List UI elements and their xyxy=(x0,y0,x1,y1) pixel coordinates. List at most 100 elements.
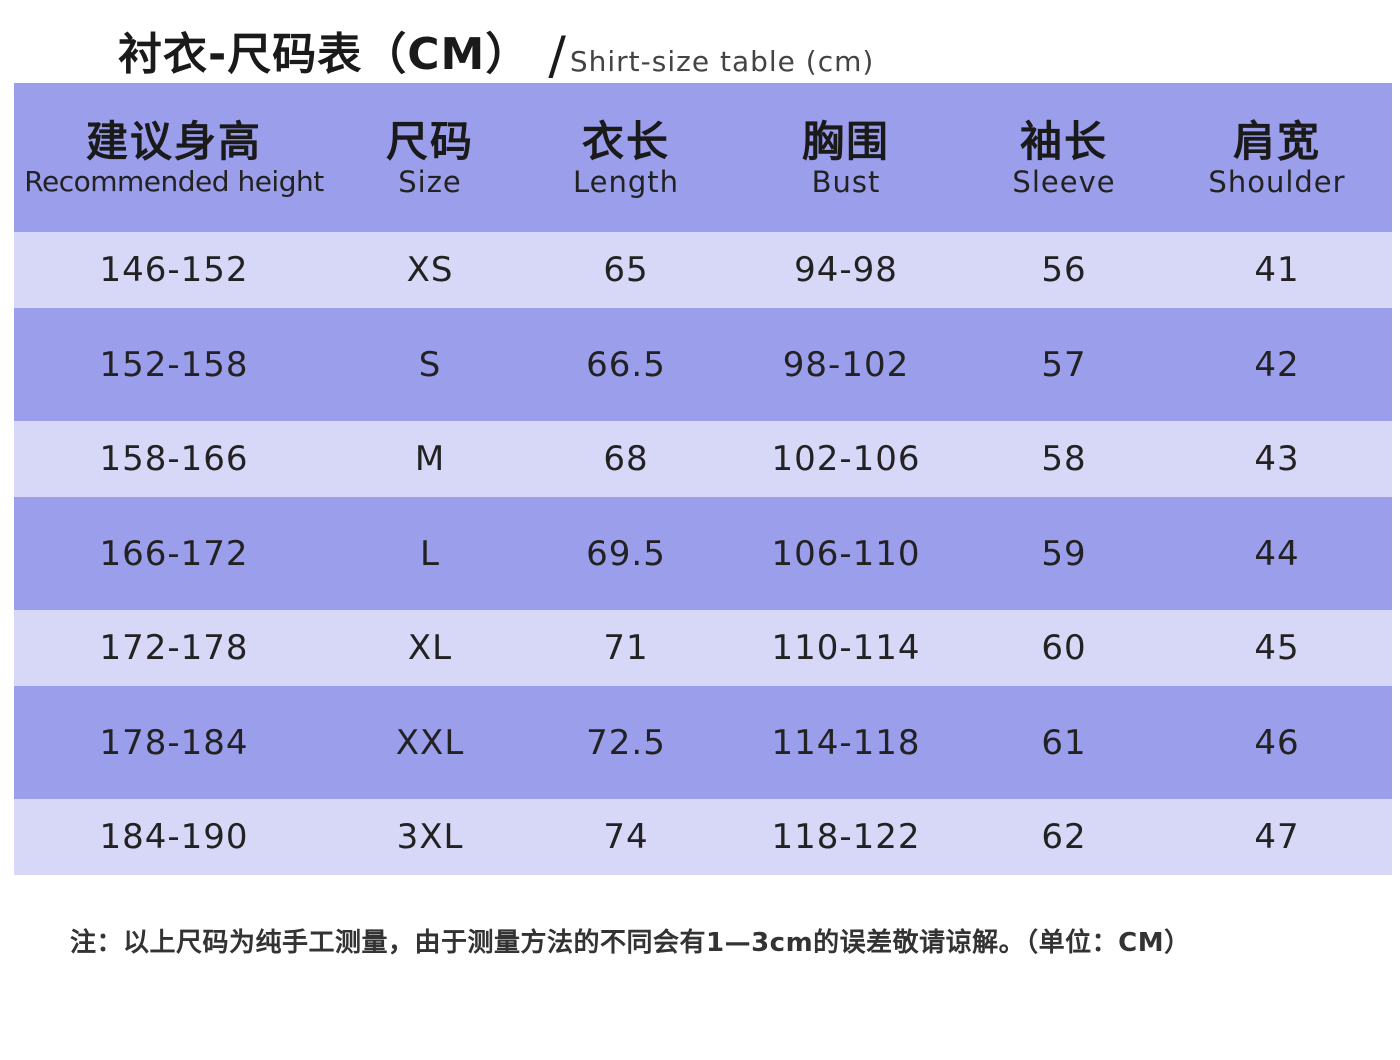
header-bust: 胸围 Bust xyxy=(726,83,966,232)
cell-size: 3XL xyxy=(334,799,526,875)
cell-value: 43 xyxy=(1254,439,1300,479)
cell-value: 158-166 xyxy=(99,439,249,479)
size-table: 建议身高 Recommended height 尺码 Size 衣长 Lengt… xyxy=(14,83,1392,875)
table-row: 158-166 M 68 102-106 58 43 xyxy=(14,421,1392,497)
cell-shoulder: 41 xyxy=(1162,232,1392,308)
header-shoulder: 肩宽 Shoulder xyxy=(1162,83,1392,232)
cell-value: 65 xyxy=(603,250,649,290)
cell-height: 172-178 xyxy=(14,610,334,686)
cell-value: 152-158 xyxy=(99,344,249,385)
cell-length: 68 xyxy=(526,421,726,497)
cell-length: 65 xyxy=(526,232,726,308)
cell-sleeve: 58 xyxy=(966,421,1162,497)
header-label-cn: 肩宽 xyxy=(1232,116,1321,166)
cell-shoulder: 43 xyxy=(1162,421,1392,497)
cell-value: 41 xyxy=(1254,250,1300,290)
header-label-en: Bust xyxy=(811,164,881,199)
title-chinese: 衬衣-尺码表（CM） xyxy=(118,29,531,80)
cell-value: M xyxy=(414,439,446,479)
cell-value: 172-178 xyxy=(99,628,249,668)
cell-value: 68 xyxy=(603,439,649,479)
cell-value: 72.5 xyxy=(586,722,666,763)
table-row: 172-178 XL 71 110-114 60 45 xyxy=(14,610,1392,686)
cell-size: L xyxy=(334,497,526,610)
cell-value: 56 xyxy=(1041,250,1087,290)
cell-size: S xyxy=(334,308,526,421)
cell-bust: 94-98 xyxy=(726,232,966,308)
cell-length: 69.5 xyxy=(526,497,726,610)
cell-height: 178-184 xyxy=(14,686,334,799)
cell-value: 106-110 xyxy=(771,533,921,574)
cell-value: 146-152 xyxy=(99,250,249,290)
header-label-cn: 胸围 xyxy=(801,116,890,166)
cell-length: 74 xyxy=(526,799,726,875)
cell-value: 98-102 xyxy=(782,344,910,385)
header-label-cn: 建议身高 xyxy=(85,116,262,166)
header-height: 建议身高 Recommended height xyxy=(14,83,334,232)
cell-value: 45 xyxy=(1254,628,1300,668)
cell-value: 114-118 xyxy=(771,722,921,763)
header-label-en: Sleeve xyxy=(1012,164,1116,199)
cell-length: 66.5 xyxy=(526,308,726,421)
cell-height: 184-190 xyxy=(14,799,334,875)
measurement-footnote: 注：以上尺码为纯手工测量，由于测量方法的不同会有1—3cm的误差敬请谅解。（单位… xyxy=(70,928,1191,958)
cell-value: XL xyxy=(407,628,453,668)
header-label-cn: 尺码 xyxy=(385,116,474,166)
table-row: 166-172 L 69.5 106-110 59 44 xyxy=(14,497,1392,610)
cell-bust: 106-110 xyxy=(726,497,966,610)
page-title: 衬衣-尺码表（CM） / Shirt-size table (cm) xyxy=(118,18,874,84)
cell-value: 62 xyxy=(1041,817,1087,857)
cell-value: 69.5 xyxy=(586,533,666,574)
cell-value: 61 xyxy=(1041,722,1087,763)
cell-shoulder: 42 xyxy=(1162,308,1392,421)
cell-sleeve: 59 xyxy=(966,497,1162,610)
cell-value: 71 xyxy=(603,628,649,668)
cell-value: 44 xyxy=(1254,533,1300,574)
cell-value: 66.5 xyxy=(586,344,666,385)
header-label-en: Shoulder xyxy=(1208,164,1346,199)
header-label-en: Recommended height xyxy=(24,164,324,198)
cell-value: 57 xyxy=(1041,344,1087,385)
cell-value: 178-184 xyxy=(99,722,249,763)
cell-size: XXL xyxy=(334,686,526,799)
cell-value: S xyxy=(418,344,442,385)
cell-value: 94-98 xyxy=(794,250,898,290)
cell-height: 166-172 xyxy=(14,497,334,610)
cell-value: 102-106 xyxy=(771,439,921,479)
cell-value: 184-190 xyxy=(99,817,249,857)
cell-bust: 118-122 xyxy=(726,799,966,875)
cell-value: 59 xyxy=(1041,533,1087,574)
table-row: 178-184 XXL 72.5 114-118 61 46 xyxy=(14,686,1392,799)
cell-shoulder: 44 xyxy=(1162,497,1392,610)
cell-value: 60 xyxy=(1041,628,1087,668)
header-sleeve: 袖长 Sleeve xyxy=(966,83,1162,232)
cell-value: 110-114 xyxy=(771,628,921,668)
cell-size: XL xyxy=(334,610,526,686)
cell-value: XS xyxy=(406,250,454,290)
cell-sleeve: 56 xyxy=(966,232,1162,308)
cell-sleeve: 62 xyxy=(966,799,1162,875)
title-separator: / xyxy=(548,26,566,86)
cell-sleeve: 60 xyxy=(966,610,1162,686)
header-label-cn: 衣长 xyxy=(581,116,670,166)
cell-shoulder: 47 xyxy=(1162,799,1392,875)
cell-bust: 98-102 xyxy=(726,308,966,421)
table-row: 146-152 XS 65 94-98 56 41 xyxy=(14,232,1392,308)
header-length: 衣长 Length xyxy=(526,83,726,232)
cell-size: M xyxy=(334,421,526,497)
cell-bust: 102-106 xyxy=(726,421,966,497)
cell-value: 118-122 xyxy=(771,817,921,857)
table-row: 152-158 S 66.5 98-102 57 42 xyxy=(14,308,1392,421)
cell-value: 74 xyxy=(603,817,649,857)
table-row: 184-190 3XL 74 118-122 62 47 xyxy=(14,799,1392,875)
cell-height: 152-158 xyxy=(14,308,334,421)
cell-shoulder: 46 xyxy=(1162,686,1392,799)
cell-value: 58 xyxy=(1041,439,1087,479)
cell-value: 42 xyxy=(1254,344,1300,385)
cell-value: 3XL xyxy=(396,817,464,857)
cell-value: 47 xyxy=(1254,817,1300,857)
cell-bust: 110-114 xyxy=(726,610,966,686)
cell-value: 46 xyxy=(1254,722,1300,763)
cell-value: L xyxy=(420,533,440,574)
title-english: Shirt-size table (cm) xyxy=(569,45,875,78)
